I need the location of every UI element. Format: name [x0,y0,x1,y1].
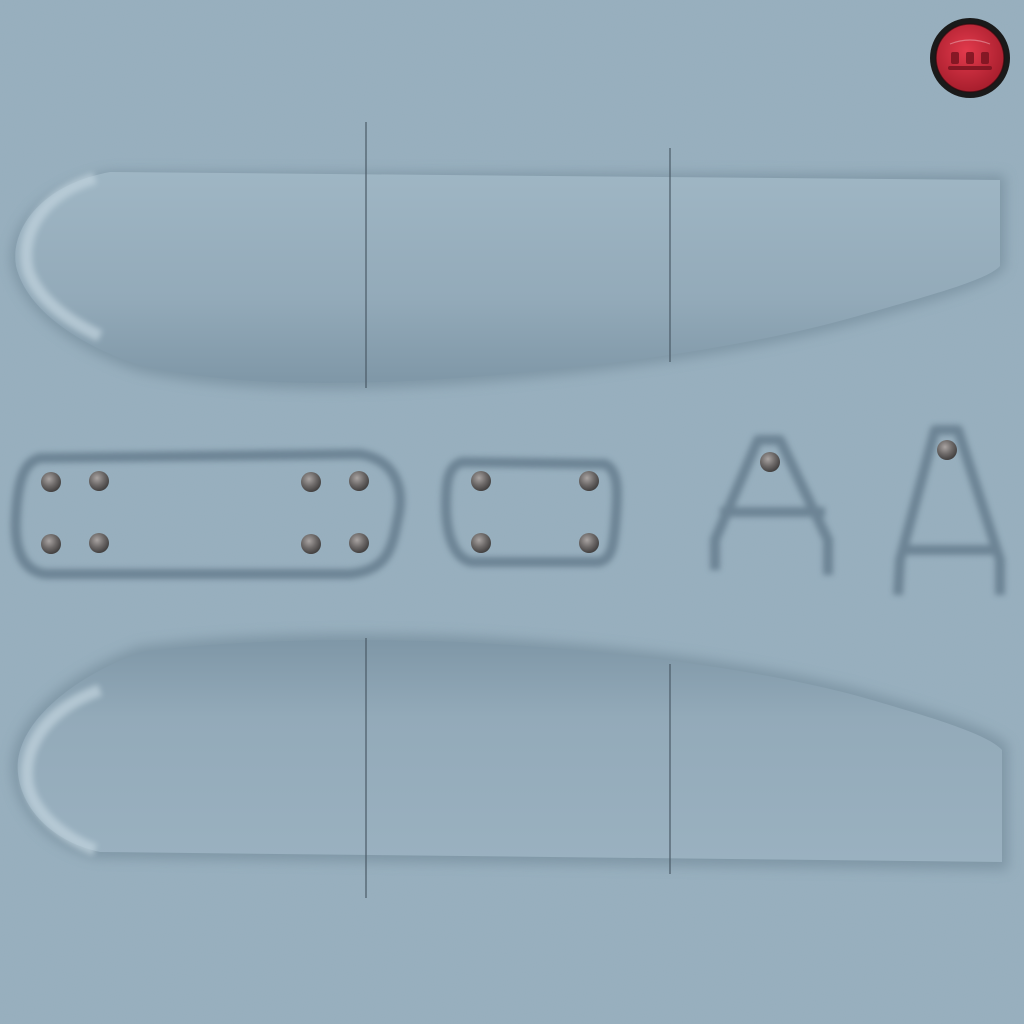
rivet [89,471,109,491]
rivet [349,471,369,491]
rivet [471,533,491,553]
rivet [579,471,599,491]
rivet [41,534,61,554]
red-round-badge-icon [930,18,1010,98]
rivet [471,471,491,491]
rivet [937,440,957,460]
rivet [301,534,321,554]
rivet [41,472,61,492]
rivet [579,533,599,553]
rivet [760,452,780,472]
strut-plate-short [440,456,622,567]
rivet [349,533,369,553]
rivet [89,533,109,553]
panel-lines [365,122,671,898]
rivet [301,472,321,492]
strut-plate-long [10,448,406,579]
fuselage-panel-upper [11,172,1005,389]
rivets [41,440,957,554]
a-frame-right [893,425,1005,596]
fuselage-panel-lower [11,634,1008,870]
a-frame-left [710,435,833,575]
